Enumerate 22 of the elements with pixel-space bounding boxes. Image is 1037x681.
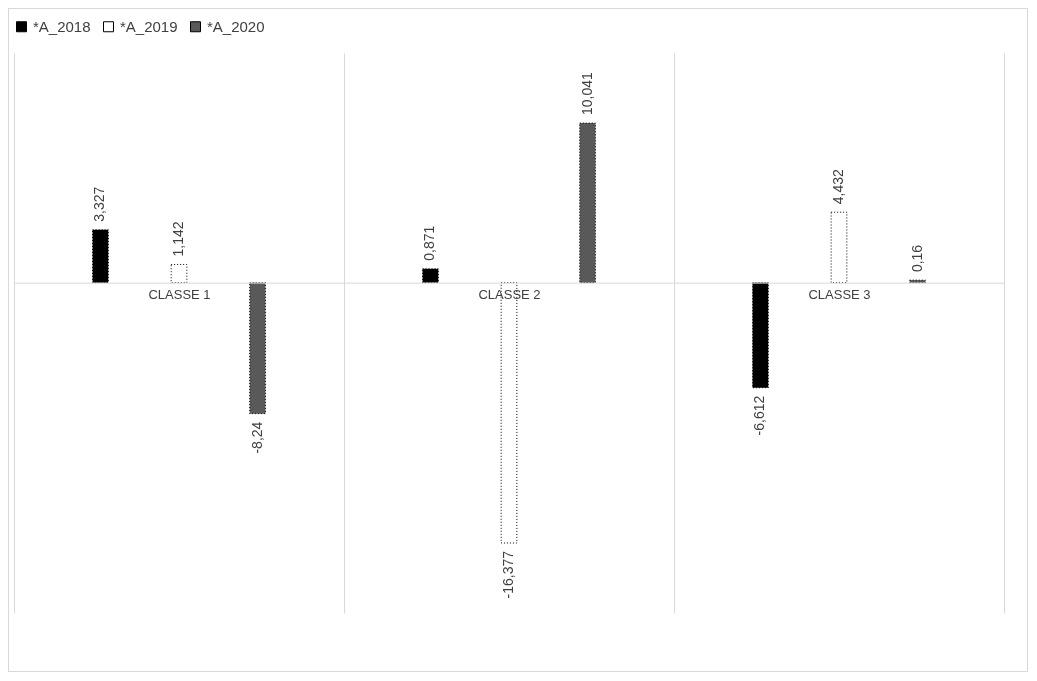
legend-label: *A_2020 xyxy=(207,17,265,35)
data-label: -8,24 xyxy=(248,421,265,454)
data-label: 10,041 xyxy=(578,71,595,115)
x-tick-label: CLASSE 3 xyxy=(808,287,871,303)
x-tick-label: CLASSE 1 xyxy=(148,287,211,303)
data-label: -16,377 xyxy=(500,550,516,599)
legend-label: *A_2019 xyxy=(120,17,178,35)
data-label: 0,871 xyxy=(421,225,438,261)
bar xyxy=(170,263,188,284)
data-label: -6,612 xyxy=(751,395,768,436)
bar xyxy=(249,282,266,415)
x-tick-label: CLASSE 2 xyxy=(478,287,541,303)
bar xyxy=(92,229,109,284)
legend-label: *A_2018 xyxy=(33,17,91,35)
bar xyxy=(579,122,596,284)
data-label: 0,16 xyxy=(908,244,925,273)
bar xyxy=(752,282,769,389)
data-label: 4,432 xyxy=(830,168,846,205)
bar xyxy=(830,211,848,284)
data-label: 1,142 xyxy=(170,221,186,257)
data-label: 3,327 xyxy=(91,186,108,222)
bar xyxy=(422,268,439,284)
